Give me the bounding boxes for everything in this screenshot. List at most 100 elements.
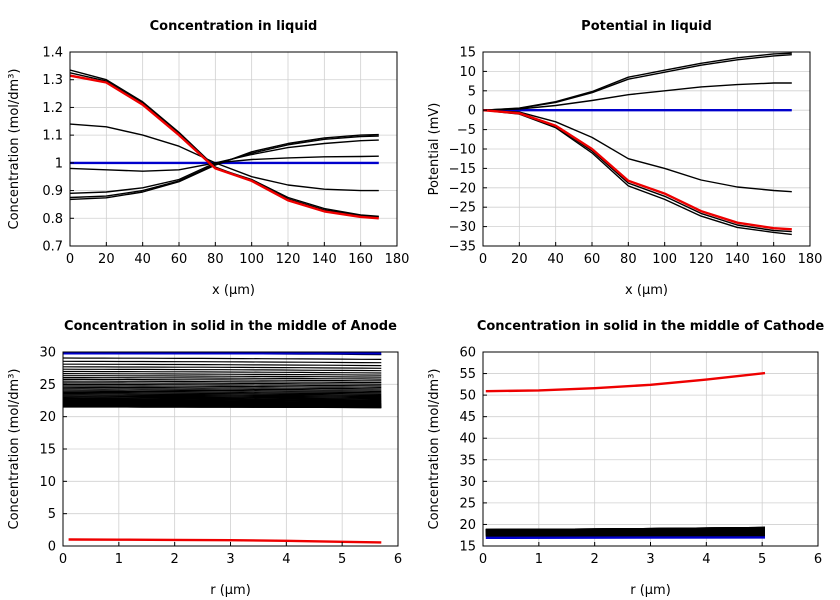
band-curve <box>63 366 382 369</box>
y-tick-label: 0 <box>48 540 56 555</box>
y-tick-label: −35 <box>449 240 476 255</box>
x-tick-label: 0 <box>66 252 74 267</box>
x-tick-label: 5 <box>758 552 766 567</box>
plot-area <box>483 52 792 236</box>
plot-area <box>63 352 382 544</box>
y-tick-label: 15 <box>39 443 56 458</box>
y-axis-label: Concentration (mol/dm³) <box>7 369 22 530</box>
band-curve <box>63 389 382 393</box>
x-tick-label: 3 <box>226 552 234 567</box>
series-line-t4 <box>483 52 792 111</box>
y-tick-label: −15 <box>449 162 476 177</box>
band-curve <box>63 382 382 385</box>
y-tick-label: −5 <box>457 123 476 138</box>
series-line-final <box>68 538 382 544</box>
y-tick-label: 1.3 <box>42 73 63 88</box>
plot-area <box>70 69 379 220</box>
y-tick-label: 1 <box>55 156 63 171</box>
y-tick-label: 30 <box>39 346 56 361</box>
x-tick-label: 4 <box>282 552 290 567</box>
series-line-t5 <box>483 109 792 236</box>
x-tick-label: 5 <box>338 552 346 567</box>
x-tick-label: 180 <box>798 252 823 267</box>
band-curve <box>63 380 382 384</box>
x-tick-label: 0 <box>479 252 487 267</box>
series-line-t1 <box>483 109 792 193</box>
band-curve <box>63 357 382 360</box>
chart-title: Concentration in solid in the middle of … <box>64 319 397 334</box>
band-curve <box>63 375 382 378</box>
y-tick-label: 25 <box>39 378 56 393</box>
y-tick-label: 10 <box>459 65 476 80</box>
x-tick-label: 2 <box>591 552 599 567</box>
y-tick-label: 20 <box>39 410 56 425</box>
x-axis-label: r (µm) <box>630 583 671 598</box>
band-curve <box>63 377 382 380</box>
y-tick-label: 1.1 <box>42 129 63 144</box>
x-tick-label: 160 <box>348 252 373 267</box>
band-curve <box>63 386 382 390</box>
band-curve <box>63 397 382 400</box>
band-curve <box>63 397 382 401</box>
x-axis-label: x (µm) <box>212 283 255 298</box>
series-line-t1 <box>70 123 379 192</box>
x-tick-label: 2 <box>171 552 179 567</box>
plot-area <box>485 371 766 539</box>
x-axis-label: x (µm) <box>625 283 668 298</box>
x-tick-label: 120 <box>689 252 714 267</box>
y-tick-label: 40 <box>459 432 476 447</box>
x-tick-label: 100 <box>652 252 677 267</box>
y-tick-label: −30 <box>449 220 476 235</box>
chart-1: Concentration in liquid 0 20 40 60 80 100 120 14… <box>7 19 409 298</box>
x-tick-label: 80 <box>207 252 224 267</box>
x-tick-label: 140 <box>312 252 337 267</box>
x-tick-label: 4 <box>702 552 710 567</box>
series-line-final <box>70 74 379 220</box>
x-tick-label: 3 <box>646 552 654 567</box>
y-tick-label: −10 <box>449 143 476 158</box>
x-tick-label: 6 <box>394 552 402 567</box>
x-tick-label: 140 <box>725 252 750 267</box>
chart-4: Concentration in solid in the middle of … <box>427 319 824 598</box>
band-curve <box>63 396 382 399</box>
y-tick-label: 15 <box>459 540 476 555</box>
x-tick-label: 60 <box>171 252 188 267</box>
band-curve <box>63 385 382 388</box>
chart-title: Concentration in liquid <box>150 19 318 34</box>
band-curve <box>63 393 382 396</box>
x-tick-label: 20 <box>98 252 115 267</box>
x-tick-label: 6 <box>814 552 822 567</box>
series-line-t3 <box>483 54 792 111</box>
y-tick-label: 45 <box>459 410 476 425</box>
x-tick-label: 20 <box>511 252 528 267</box>
y-tick-label: 20 <box>459 518 476 533</box>
y-tick-label: 35 <box>459 453 476 468</box>
x-tick-label: 1 <box>115 552 123 567</box>
series-line-t6 <box>483 109 792 233</box>
x-tick-label: 1 <box>535 552 543 567</box>
y-tick-label: 25 <box>459 496 476 511</box>
y-axis-label: Concentration (mol/dm³) <box>427 369 442 530</box>
band-curve <box>63 378 382 382</box>
band-curve <box>63 395 382 398</box>
chart-title: Potential in liquid <box>581 19 712 34</box>
y-axis-label: Potential (mV) <box>427 103 442 196</box>
band-curve <box>63 398 382 402</box>
x-tick-label: 0 <box>479 552 487 567</box>
y-tick-label: 5 <box>468 84 476 99</box>
band-curve <box>63 388 382 391</box>
series-line-t2 <box>70 155 379 172</box>
x-tick-label: 40 <box>134 252 151 267</box>
band-curve <box>63 390 382 394</box>
series-line-final <box>483 109 792 231</box>
x-tick-label: 0 <box>59 552 67 567</box>
plot-frame <box>69 51 398 247</box>
y-tick-label: 1.4 <box>42 46 63 61</box>
y-tick-label: 15 <box>459 46 476 61</box>
band-curve <box>63 383 382 387</box>
series-line-t5 <box>70 133 379 201</box>
y-tick-label: 0 <box>468 104 476 119</box>
band-curve <box>63 368 382 372</box>
band-curve <box>63 370 382 374</box>
